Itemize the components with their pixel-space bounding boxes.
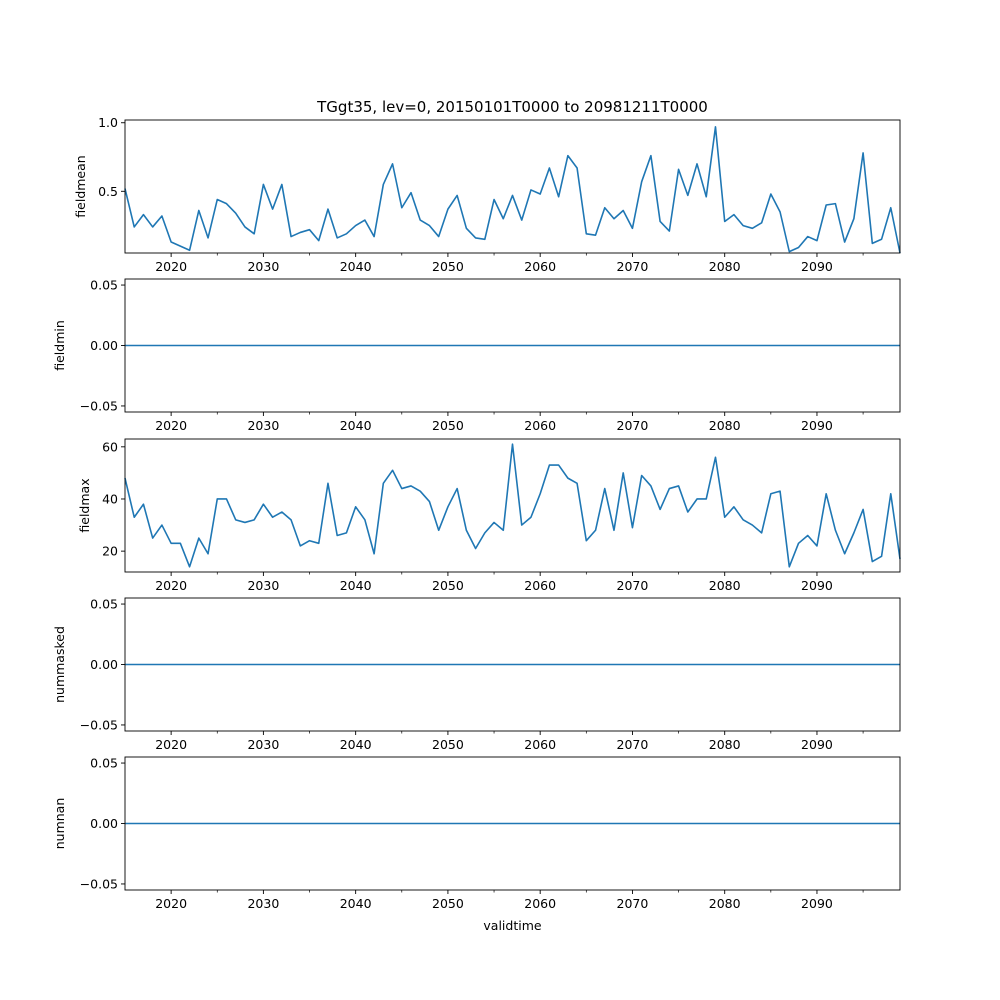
y-axis-label: numnan bbox=[52, 798, 67, 850]
x-tick-label: 2030 bbox=[247, 578, 279, 593]
y-tick-label: 0.05 bbox=[90, 278, 118, 293]
x-tick-label: 2030 bbox=[247, 259, 279, 274]
y-tick-label: 0.00 bbox=[90, 657, 118, 672]
y-tick-label: 0.05 bbox=[90, 756, 118, 771]
y-tick-label: 0.00 bbox=[90, 816, 118, 831]
y-axis-label: fieldmean bbox=[73, 155, 88, 217]
x-tick-label: 2090 bbox=[801, 259, 833, 274]
x-tick-label: 2030 bbox=[247, 737, 279, 752]
x-tick-label: 2070 bbox=[617, 737, 649, 752]
y-tick-label: 0.5 bbox=[98, 184, 118, 199]
panels: 2020 2030 2040 2050 2060 2070 2080 20900.51.0fi… bbox=[52, 115, 901, 911]
panel-fieldmean: 2020 2030 2040 2050 2060 2070 2080 2090 0.5 1.0 fi… bbox=[73, 115, 901, 274]
x-tick-label: 2050 bbox=[432, 737, 464, 752]
y-tick-label: 0.05 bbox=[90, 597, 118, 612]
x-tick-label: 2050 bbox=[432, 418, 464, 433]
axes-frame bbox=[124, 119, 901, 254]
x-tick-label: 2080 bbox=[709, 418, 741, 433]
x-tick-label: 2080 bbox=[709, 896, 741, 911]
y-axis-label: nummasked bbox=[52, 626, 67, 703]
x-tick-label: 2070 bbox=[617, 418, 649, 433]
x-tick-label: 2090 bbox=[801, 896, 833, 911]
x-tick-label: 2050 bbox=[432, 896, 464, 911]
axes-frame bbox=[124, 438, 901, 573]
x-tick-label: 2030 bbox=[247, 418, 279, 433]
x-axis-label: validtime bbox=[483, 918, 541, 933]
x-tick-label: 2060 bbox=[524, 259, 556, 274]
y-tick-label: 1.0 bbox=[98, 115, 118, 130]
x-tick-label: 2090 bbox=[801, 737, 833, 752]
x-tick-label: 2060 bbox=[524, 896, 556, 911]
x-tick-label: 2070 bbox=[617, 578, 649, 593]
y-tick-label: −0.05 bbox=[80, 876, 118, 891]
x-tick-label: 2070 bbox=[617, 259, 649, 274]
y-tick-label: 0.00 bbox=[90, 338, 118, 353]
y-tick-label: −0.05 bbox=[80, 398, 118, 413]
x-tick-label: 2040 bbox=[340, 578, 372, 593]
x-tick-label: 2040 bbox=[340, 418, 372, 433]
y-tick-label: 60 bbox=[102, 439, 118, 454]
series-line-fieldmax bbox=[124, 443, 901, 568]
y-tick-label: 40 bbox=[102, 491, 118, 506]
x-tick-label: 2020 bbox=[155, 578, 187, 593]
x-tick-label: 2070 bbox=[617, 896, 649, 911]
x-tick-label: 2060 bbox=[524, 578, 556, 593]
x-tick-label: 2040 bbox=[340, 737, 372, 752]
x-tick-label: 2060 bbox=[524, 737, 556, 752]
x-tick-label: 2040 bbox=[340, 896, 372, 911]
x-tick-label: 2050 bbox=[432, 578, 464, 593]
y-tick-label: −0.05 bbox=[80, 717, 118, 732]
x-tick-label: 2030 bbox=[247, 896, 279, 911]
panel-fieldmax: 2020 2030 2040 2050 2060 2070 2080 2090204060fi… bbox=[77, 438, 901, 593]
x-tick-label: 2020 bbox=[155, 259, 187, 274]
series-line-fieldmean bbox=[124, 126, 901, 254]
x-tick-label: 2050 bbox=[432, 259, 464, 274]
x-tick-label: 2090 bbox=[801, 418, 833, 433]
chart-title: TGgt35, lev=0, 20150101T0000 to 20981211… bbox=[316, 98, 708, 116]
panel-fieldmin: 2020 2030 2040 2050 2060 2070 2080 2090 −0.05 0.0… bbox=[52, 278, 901, 433]
x-tick-label: 2090 bbox=[801, 578, 833, 593]
x-tick-label: 2020 bbox=[155, 418, 187, 433]
x-tick-label: 2080 bbox=[709, 578, 741, 593]
x-tick-label: 2020 bbox=[155, 896, 187, 911]
panel-nummasked: 2020 2030 2040 2050 2060 2070 2080 2090 −0.05 0.0… bbox=[52, 597, 901, 752]
x-tick-label: 2040 bbox=[340, 259, 372, 274]
y-axis-label: fieldmin bbox=[52, 320, 67, 371]
x-tick-label: 2080 bbox=[709, 737, 741, 752]
x-tick-label: 2020 bbox=[155, 737, 187, 752]
panel-numnan: 2020 2030 2040 2050 2060 2070 2080 2090 −0.05 0.0… bbox=[52, 756, 901, 911]
y-tick-label: 20 bbox=[102, 544, 118, 559]
x-tick-label: 2080 bbox=[709, 259, 741, 274]
x-tick-label: 2060 bbox=[524, 418, 556, 433]
y-axis-label: fieldmax bbox=[77, 478, 92, 532]
